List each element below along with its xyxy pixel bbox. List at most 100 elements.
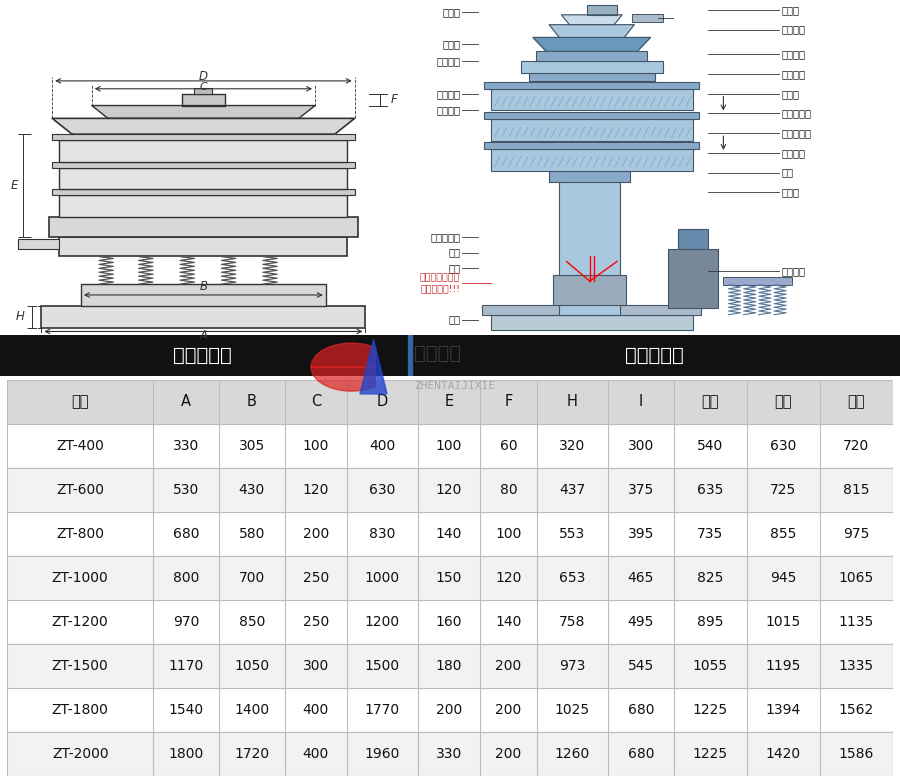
Text: ZT-1000: ZT-1000	[52, 571, 109, 585]
Text: 1335: 1335	[839, 659, 874, 673]
Bar	[724, 277, 792, 285]
Text: 一层: 一层	[701, 395, 719, 410]
Bar	[7, 512, 893, 556]
Text: ZT-400: ZT-400	[57, 439, 104, 453]
Text: 额外重锤板: 额外重锤板	[781, 128, 811, 138]
Text: 680: 680	[627, 747, 654, 761]
Bar	[59, 140, 347, 161]
Text: ZT-600: ZT-600	[56, 483, 104, 497]
Text: 680: 680	[173, 527, 200, 541]
Text: C: C	[310, 395, 321, 410]
Text: H: H	[567, 395, 578, 410]
Text: 200: 200	[436, 703, 463, 717]
Text: 100: 100	[436, 439, 463, 453]
Bar	[81, 284, 326, 306]
Bar	[18, 239, 59, 249]
Text: 1015: 1015	[766, 615, 801, 629]
Text: 120: 120	[302, 483, 329, 497]
Bar	[491, 119, 693, 141]
Text: B: B	[247, 395, 256, 410]
Text: 中部框架: 中部框架	[436, 89, 460, 99]
Text: 465: 465	[627, 571, 654, 585]
Text: 振体: 振体	[781, 168, 793, 178]
Text: 1225: 1225	[693, 747, 728, 761]
Text: 1050: 1050	[234, 659, 269, 673]
Text: 1400: 1400	[234, 703, 269, 717]
Text: 970: 970	[173, 615, 199, 629]
Text: 120: 120	[436, 483, 463, 497]
Bar	[491, 314, 693, 331]
Text: E: E	[11, 179, 18, 192]
Bar	[484, 112, 699, 119]
Text: 150: 150	[436, 571, 463, 585]
Text: 160: 160	[436, 615, 463, 629]
Text: A: A	[200, 329, 207, 342]
Polygon shape	[533, 37, 651, 51]
Text: 300: 300	[627, 439, 654, 453]
Text: 一般结构图: 一般结构图	[625, 346, 684, 365]
Text: 100: 100	[302, 439, 329, 453]
Text: 735: 735	[698, 527, 724, 541]
Bar	[668, 249, 718, 308]
Text: 1420: 1420	[766, 747, 801, 761]
Text: 200: 200	[495, 747, 522, 761]
Text: 运输用固定螺栓
试机时去掉!!!: 运输用固定螺栓 试机时去掉!!!	[420, 273, 460, 293]
Text: 弹簧: 弹簧	[448, 264, 460, 273]
Bar	[7, 600, 893, 644]
Bar	[632, 14, 662, 22]
Bar	[484, 82, 699, 89]
Text: 振泰机械: 振泰机械	[414, 344, 461, 363]
Text: 200: 200	[495, 703, 522, 717]
Text: 1260: 1260	[554, 747, 590, 761]
Text: 973: 973	[559, 659, 586, 673]
Bar	[536, 51, 647, 61]
Text: 140: 140	[495, 615, 522, 629]
Polygon shape	[562, 15, 622, 25]
Text: 758: 758	[559, 615, 586, 629]
Text: 680: 680	[627, 703, 654, 717]
Text: 底部框架: 底部框架	[436, 105, 460, 115]
Polygon shape	[360, 339, 387, 394]
Text: 进料口: 进料口	[781, 5, 799, 15]
Text: 电动机: 电动机	[781, 187, 799, 197]
Bar	[408, 335, 412, 376]
Polygon shape	[549, 25, 634, 37]
Text: 700: 700	[238, 571, 265, 585]
Text: ZT-1500: ZT-1500	[52, 659, 109, 673]
Text: 上部重锤: 上部重锤	[781, 148, 806, 158]
Text: 辅助筛网: 辅助筛网	[781, 25, 806, 34]
Polygon shape	[92, 105, 315, 119]
Bar	[7, 380, 893, 424]
Text: 60: 60	[500, 439, 518, 453]
Text: 800: 800	[173, 571, 199, 585]
Bar	[52, 190, 355, 195]
Bar	[7, 644, 893, 688]
Bar	[7, 732, 893, 776]
Text: 80: 80	[500, 483, 518, 497]
Text: 1800: 1800	[168, 747, 203, 761]
Text: 330: 330	[173, 439, 199, 453]
Text: 1135: 1135	[839, 615, 874, 629]
Text: ZT-2000: ZT-2000	[52, 747, 109, 761]
Text: 防尘盖: 防尘盖	[442, 7, 460, 17]
Text: 945: 945	[770, 571, 796, 585]
Bar	[529, 73, 654, 81]
Bar	[182, 94, 225, 105]
Text: 1065: 1065	[839, 571, 874, 585]
Text: 200: 200	[302, 527, 328, 541]
Bar	[491, 149, 693, 171]
Text: 下部重锤: 下部重锤	[781, 266, 806, 276]
Text: 小尺寸排料: 小尺寸排料	[430, 232, 460, 242]
Bar	[194, 88, 212, 94]
Text: 辅助筛网: 辅助筛网	[781, 49, 806, 59]
Text: 400: 400	[302, 747, 328, 761]
Text: 630: 630	[770, 439, 796, 453]
Text: 635: 635	[697, 483, 724, 497]
Text: 120: 120	[495, 571, 522, 585]
Text: 1394: 1394	[766, 703, 801, 717]
Text: 630: 630	[369, 483, 396, 497]
Text: 400: 400	[302, 703, 328, 717]
Text: 250: 250	[302, 615, 328, 629]
Text: 975: 975	[843, 527, 869, 541]
Text: A: A	[181, 395, 191, 410]
